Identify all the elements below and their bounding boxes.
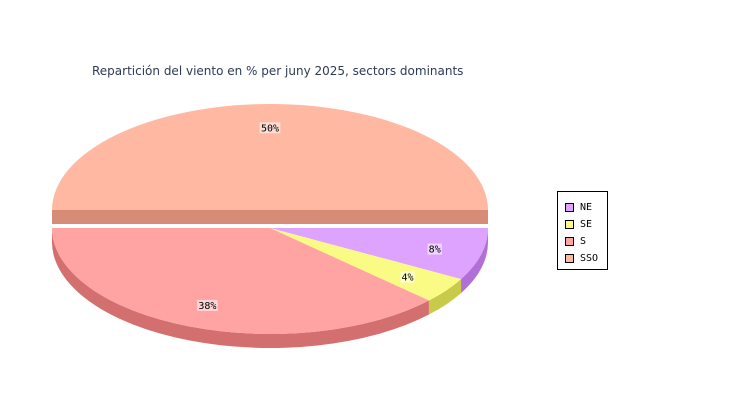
legend-item-s: S xyxy=(565,235,586,247)
legend: NE SE S SSO xyxy=(557,191,608,270)
legend-item-se: SE xyxy=(565,218,592,230)
data-label-bg-ne xyxy=(427,243,442,255)
chart-title: Repartición del viento en % per juny 202… xyxy=(92,64,464,78)
slice-side-ne xyxy=(461,228,488,294)
legend-swatch-ne xyxy=(565,202,574,212)
legend-label-se: SE xyxy=(580,218,593,230)
data-label-bg-sso xyxy=(259,122,281,134)
legend-label-sso: SSO xyxy=(580,252,599,264)
data-label-bg-se xyxy=(400,271,415,283)
slice-side-se xyxy=(428,279,462,315)
legend-label-s: S xyxy=(580,235,587,247)
pie-sides xyxy=(52,210,488,348)
data-label-bg-s xyxy=(197,299,218,311)
legend-item-ne: NE xyxy=(565,201,592,213)
slice-cut-sso xyxy=(52,210,488,224)
data-label-s: 38% xyxy=(198,301,216,312)
pie-tops xyxy=(52,104,488,334)
data-label-sso: 50% xyxy=(261,123,279,134)
slice-sso xyxy=(52,104,488,210)
legend-label-ne: NE xyxy=(580,201,593,213)
slice-s xyxy=(52,228,429,334)
data-label-se: 4% xyxy=(402,273,414,284)
pie-labels: 8% 4% 38% 50% xyxy=(197,122,442,312)
legend-swatch-s xyxy=(565,236,574,246)
legend-swatch-se xyxy=(565,219,574,229)
legend-item-sso: SSO xyxy=(565,252,598,264)
data-label-ne: 8% xyxy=(429,245,441,256)
slice-ne xyxy=(270,228,488,280)
legend-swatch-sso xyxy=(565,253,574,263)
slice-side-s xyxy=(52,228,429,348)
